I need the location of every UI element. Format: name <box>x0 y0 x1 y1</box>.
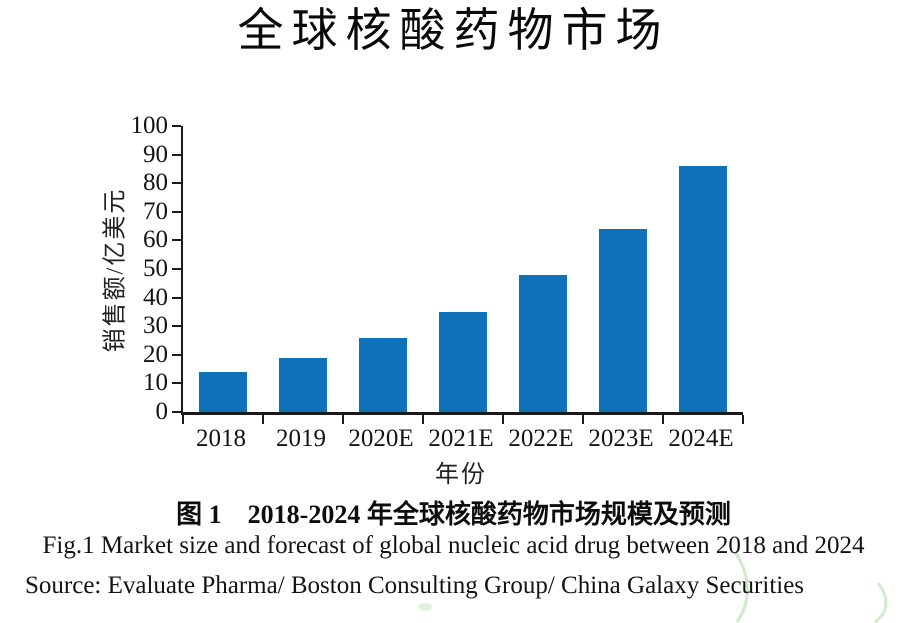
y-tick-label: 50 <box>143 255 168 282</box>
y-tick <box>172 411 181 413</box>
y-tick-label: 70 <box>143 197 168 225</box>
plot-area <box>172 125 744 424</box>
y-tick-label: 0 <box>155 398 169 425</box>
x-tick-label: 2022E <box>508 425 574 452</box>
x-tick <box>582 415 584 424</box>
y-tick <box>172 268 181 270</box>
y-tick <box>172 239 181 242</box>
y-tick <box>172 325 181 328</box>
x-tick <box>422 415 424 424</box>
y-tick <box>172 182 181 185</box>
bar-2018 <box>199 371 247 412</box>
x-tick-label: 2018 <box>196 425 246 452</box>
figure-caption-zh: 图 1 2018-2024 年全球核酸药物市场规模及预测 <box>176 500 731 529</box>
x-axis-title: 年份 <box>435 462 487 488</box>
bar-2020E <box>359 337 407 412</box>
figure-caption-en: Fig.1 Market size and forecast of global… <box>42 532 865 559</box>
y-tick <box>172 210 181 213</box>
x-tick <box>502 415 504 424</box>
bar-2023E <box>599 228 647 412</box>
x-axis-tick-labels: 2018 2019 2020E 2021E 2022E 2023E 2024E <box>181 425 741 453</box>
bar-2022E <box>519 274 567 412</box>
y-tick <box>172 353 181 356</box>
x-tick <box>262 415 264 424</box>
y-tick <box>172 153 181 156</box>
bar-2021E <box>439 311 487 412</box>
x-tick <box>182 415 184 424</box>
y-tick-label: 40 <box>143 283 168 311</box>
y-tick-label: 90 <box>143 140 168 168</box>
x-tick-label: 2020E <box>348 425 414 452</box>
bar-2024E <box>679 166 727 412</box>
y-tick-label: 60 <box>143 226 168 254</box>
y-tick-label: 10 <box>143 369 168 397</box>
y-tick-label: 30 <box>143 312 168 340</box>
y-tick <box>172 382 181 385</box>
chart-title: 全球核酸药物市场 <box>237 5 670 56</box>
y-tick-label: 100 <box>130 112 169 139</box>
x-tick-label: 2021E <box>428 425 494 452</box>
bar-2019 <box>279 357 327 412</box>
x-tick <box>662 415 664 424</box>
x-tick-label: 2024E <box>668 425 734 452</box>
y-tick <box>172 296 181 299</box>
y-tick-label: 20 <box>143 340 168 368</box>
x-tick <box>742 415 744 424</box>
x-tick-label: 2019 <box>276 425 326 452</box>
x-tick <box>342 415 344 424</box>
y-tick <box>172 125 181 127</box>
y-axis-tick-labels: 0 10 20 30 40 50 60 70 80 90 100 <box>96 112 169 425</box>
source-line: Source: Evaluate Pharma/ Boston Consulti… <box>25 572 805 599</box>
y-tick-label: 80 <box>143 169 168 197</box>
x-tick-label: 2023E <box>588 425 654 452</box>
